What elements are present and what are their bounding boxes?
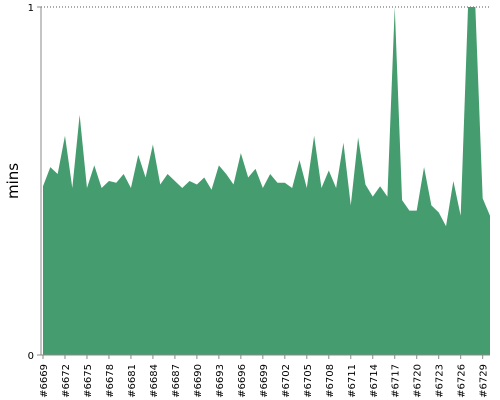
x-tick-label: #6702 <box>281 364 292 398</box>
x-tick-label: #6687 <box>171 364 182 398</box>
x-tick-label: #6684 <box>149 364 160 398</box>
x-axis-ticks: #6669 #6672 #6675 #6678 #6681 #6684 #6687 #6690… <box>39 355 490 398</box>
x-tick-label: #6723 <box>435 364 446 398</box>
x-tick-label: #6717 <box>391 364 402 398</box>
y-axis-title: mins <box>4 163 22 199</box>
y-axis-ticks: 01 <box>28 3 41 362</box>
area-series <box>43 7 490 355</box>
x-tick-label: #6726 <box>457 364 468 398</box>
x-tick-label: #6675 <box>83 364 94 398</box>
x-tick-label: #6681 <box>127 364 138 398</box>
x-tick-label: #6696 <box>237 364 248 398</box>
x-tick-label: #6714 <box>369 364 380 398</box>
x-tick-label: #6708 <box>325 364 336 398</box>
x-tick-label: #6699 <box>259 364 270 398</box>
x-tick-label: #6690 <box>193 364 204 398</box>
x-tick-label: #6729 <box>479 364 490 398</box>
x-tick-label: #6720 <box>413 364 424 398</box>
x-tick-label: #6672 <box>61 364 72 398</box>
y-tick-label: 1 <box>28 3 34 14</box>
x-tick-label: #6678 <box>105 364 116 398</box>
x-tick-label: #6705 <box>303 364 314 398</box>
x-tick-label: #6669 <box>39 364 50 398</box>
y-tick-label: 0 <box>28 351 34 362</box>
x-tick-label: #6693 <box>215 364 226 398</box>
x-tick-label: #6711 <box>347 364 358 398</box>
